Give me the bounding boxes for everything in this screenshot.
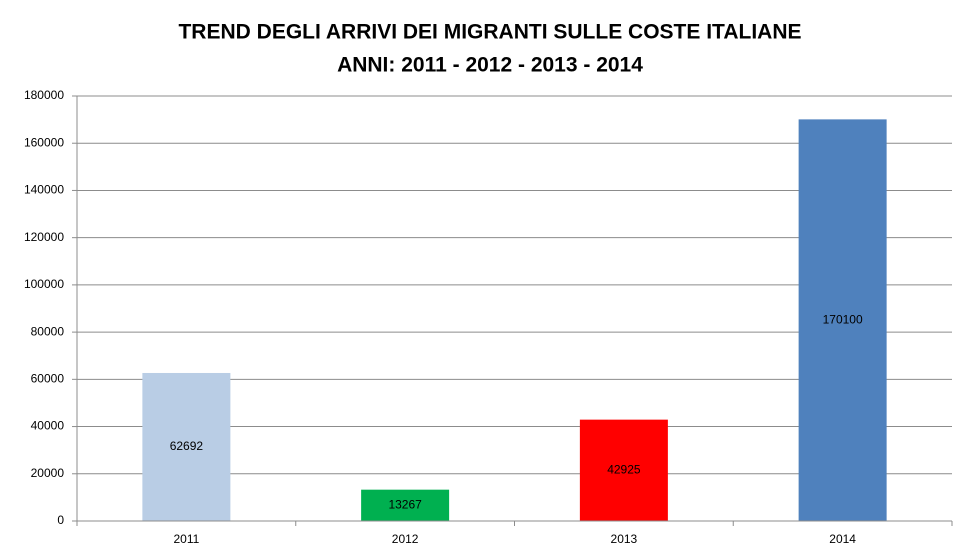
data-label: 62692: [170, 439, 204, 453]
x-tick-label: 2013: [611, 532, 638, 546]
x-tick-label: 2012: [392, 532, 419, 546]
y-tick-label: 60000: [31, 372, 65, 386]
y-tick-label: 180000: [24, 88, 64, 102]
y-tick-label: 0: [57, 513, 64, 527]
y-tick-label: 100000: [24, 277, 64, 291]
y-tick-label: 160000: [24, 135, 64, 149]
bar: [361, 489, 450, 521]
bar: [142, 372, 231, 521]
chart-title: TREND DEGLI ARRIVI DEI MIGRANTI SULLE CO…: [178, 21, 801, 44]
bar: [579, 419, 668, 521]
x-tick-label: 2014: [829, 532, 856, 546]
y-tick-label: 40000: [31, 419, 65, 433]
data-label: 42925: [607, 462, 641, 476]
bar: [798, 119, 887, 521]
data-label: 13267: [388, 498, 422, 512]
data-label: 170100: [823, 312, 863, 326]
y-tick-label: 140000: [24, 183, 64, 197]
y-tick-label: 20000: [31, 466, 65, 480]
y-tick-label: 80000: [31, 324, 65, 338]
x-tick-label: 2011: [173, 532, 199, 546]
y-tick-label: 120000: [24, 230, 64, 244]
chart-subtitle: ANNI: 2011 - 2012 - 2013 - 2014: [337, 54, 643, 77]
